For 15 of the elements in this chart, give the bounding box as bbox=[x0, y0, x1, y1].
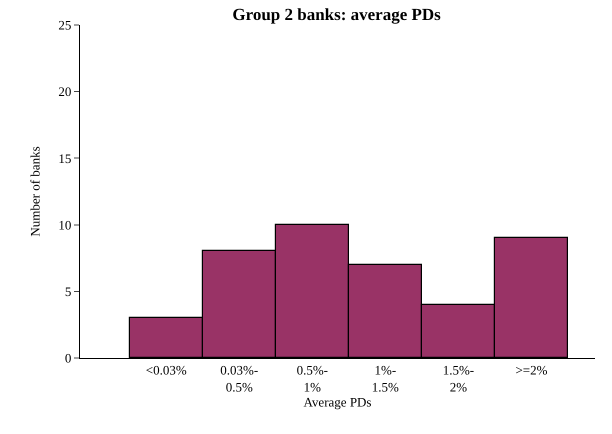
y-tick-label: 25 bbox=[58, 18, 72, 33]
x-tick-label: <0.03% bbox=[146, 362, 187, 378]
chart-title: Group 2 banks: average PDs bbox=[232, 4, 442, 24]
x-tick-label: >=2% bbox=[515, 362, 548, 378]
y-tick-label: 20 bbox=[58, 84, 72, 100]
y-tick-label: 0 bbox=[64, 350, 72, 366]
x-tick-label: 0.03%- 0.5% bbox=[220, 362, 258, 394]
y-tick-label: 15 bbox=[58, 150, 72, 166]
y-axis-title: Number of banks bbox=[27, 146, 42, 237]
x-tick-label: 1.5%- 2% bbox=[442, 362, 474, 394]
x-tick-label: 1%- 1.5% bbox=[372, 362, 400, 394]
x-tick-label: 0.5%- 1% bbox=[296, 362, 328, 394]
x-axis-title: Average PDs bbox=[304, 394, 372, 410]
y-tick-label: 5 bbox=[64, 284, 72, 299]
y-tick-label: 10 bbox=[58, 217, 72, 232]
